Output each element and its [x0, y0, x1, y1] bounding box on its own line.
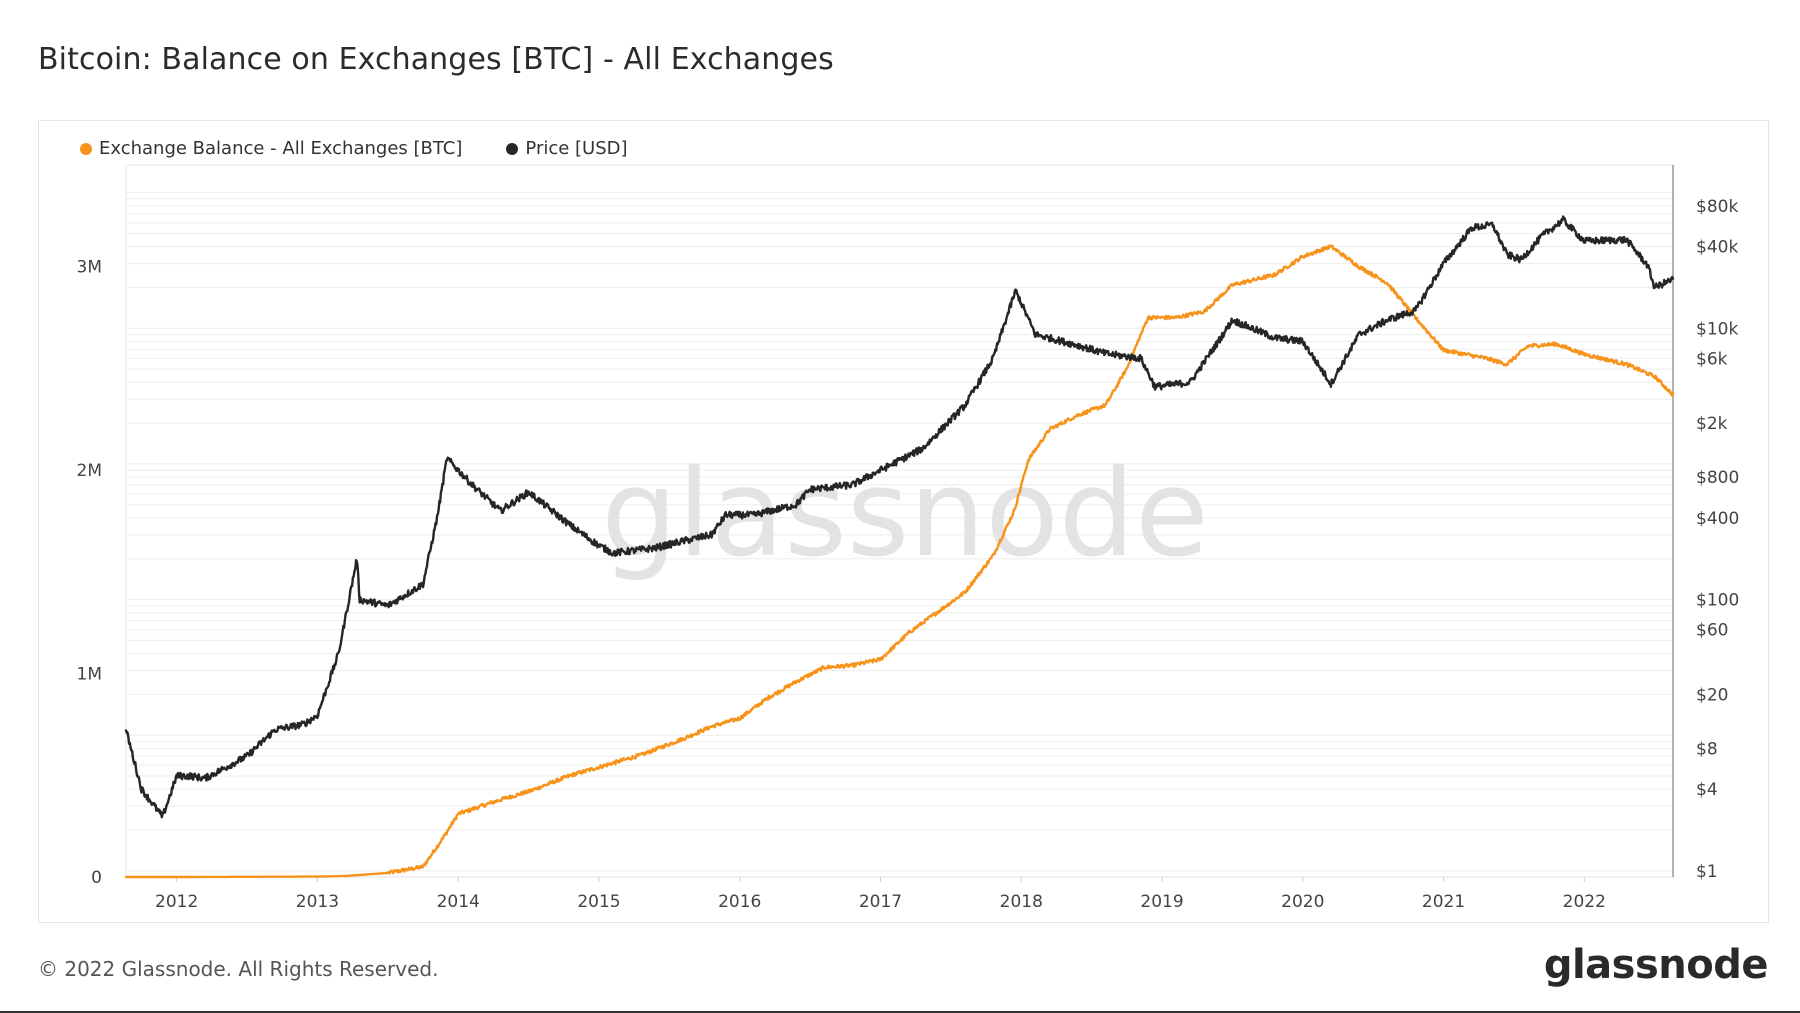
x-axis-tick-label: 2020 — [1281, 892, 1324, 912]
right-axis-tick-label: $60 — [1696, 621, 1728, 641]
right-axis-tick-label: $4 — [1696, 780, 1718, 800]
left-axis-tick-label: 0 — [91, 868, 102, 888]
glassnode-logo[interactable]: glassnode — [1543, 942, 1769, 988]
right-axis-tick-label: $100 — [1696, 591, 1739, 611]
right-axis-tick-label: $400 — [1696, 509, 1739, 529]
chart-legend: Exchange Balance - All Exchanges [BTC] P… — [80, 138, 628, 159]
exchange-balance-line — [124, 244, 1675, 879]
left-axis-tick-label: 3M — [77, 258, 102, 278]
right-axis-tick-label: $800 — [1696, 468, 1739, 488]
price-line — [124, 215, 1675, 819]
right-axis-tick-label: $8 — [1696, 739, 1718, 759]
x-axis-tick-label: 2018 — [1000, 892, 1043, 912]
balance-legend-dot-icon — [80, 142, 92, 155]
left-axis-tick-label: 1M — [77, 665, 102, 685]
x-axis-tick-label: 2015 — [577, 892, 620, 912]
right-axis-tick-label: $2k — [1696, 414, 1728, 434]
right-axis-tick-label: $6k — [1696, 349, 1728, 369]
right-axis-tick-label: $10k — [1696, 319, 1738, 339]
x-axis-tick-label: 2017 — [859, 892, 902, 912]
chart-title: Bitcoin: Balance on Exchanges [BTC] - Al… — [38, 42, 834, 77]
legend-label-balance: Exchange Balance - All Exchanges [BTC] — [99, 138, 463, 159]
right-axis-tick-label: $20 — [1696, 685, 1728, 705]
x-axis-tick-label: 2016 — [718, 892, 761, 912]
right-axis-tick-label: $80k — [1696, 197, 1738, 217]
x-axis-tick-label: 2013 — [296, 892, 339, 912]
legend-item-balance[interactable]: Exchange Balance - All Exchanges [BTC] — [80, 138, 462, 159]
right-axis-tick-label: $1 — [1696, 862, 1718, 882]
chart-panel — [38, 120, 1769, 923]
bottom-divider — [0, 1011, 1800, 1013]
x-axis-tick-label: 2021 — [1422, 892, 1465, 912]
legend-item-price[interactable]: Price [USD] — [506, 138, 628, 159]
x-axis-tick-label: 2012 — [155, 892, 198, 912]
right-axis-tick-label: $40k — [1696, 238, 1738, 258]
watermark-text: glassnode — [601, 445, 1209, 584]
left-axis-tick-label: 2M — [77, 461, 102, 481]
price-legend-dot-icon — [506, 142, 519, 155]
x-axis-tick-label: 2014 — [437, 892, 480, 912]
copyright-footer: © 2022 Glassnode. All Rights Reserved. — [38, 957, 439, 981]
legend-label-price: Price [USD] — [525, 138, 628, 159]
x-axis-tick-label: 2019 — [1140, 892, 1183, 912]
x-axis-tick-label: 2022 — [1563, 892, 1606, 912]
